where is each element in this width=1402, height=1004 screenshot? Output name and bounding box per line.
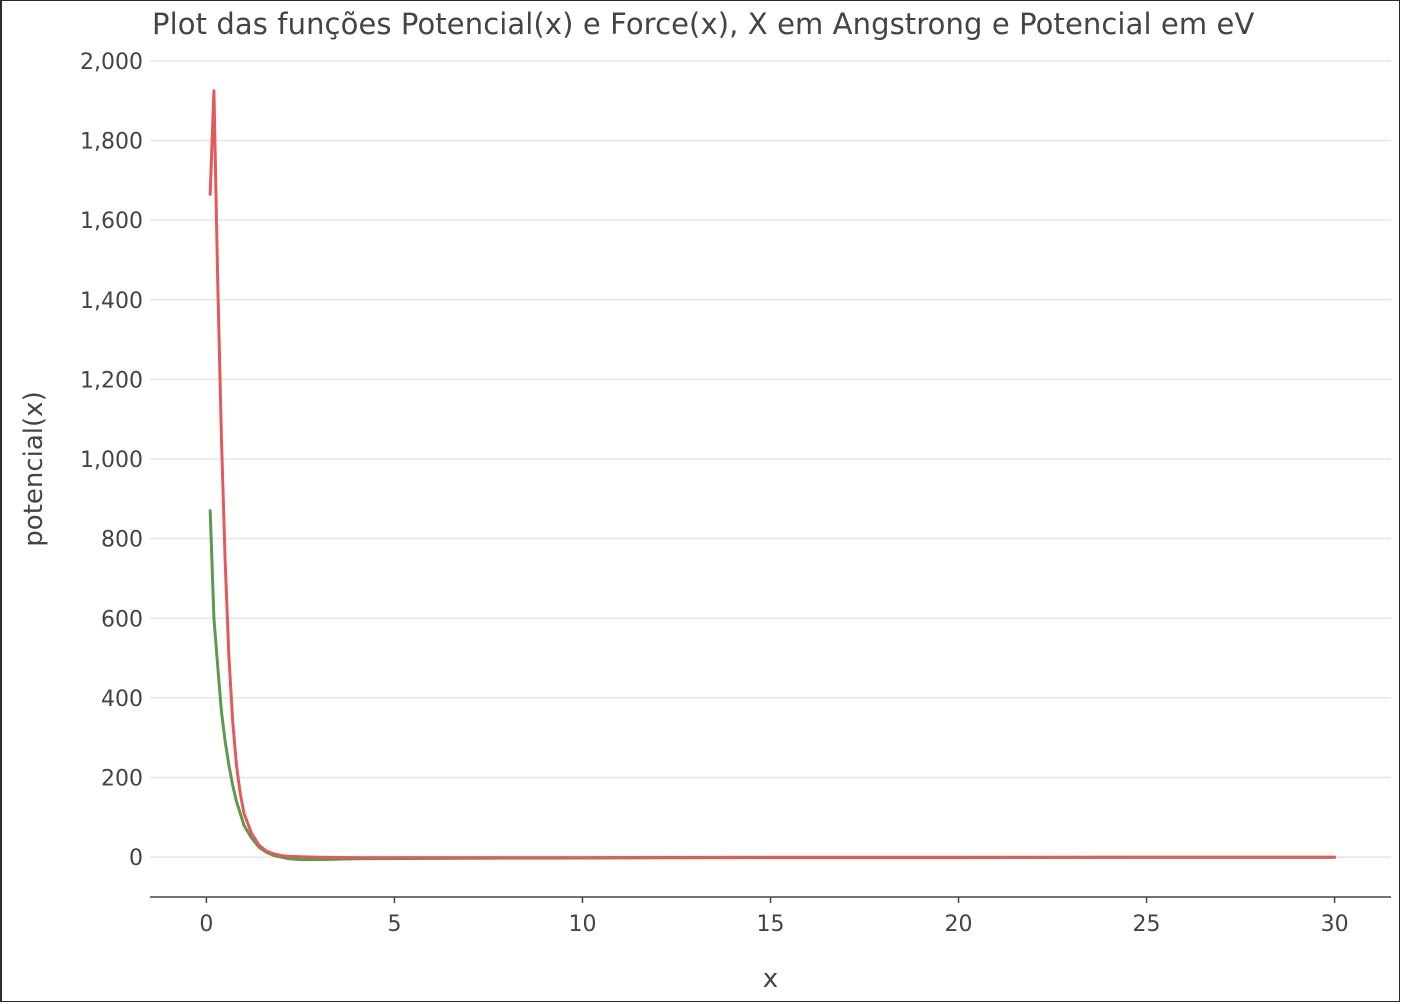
y-tick-label: 200 [101, 767, 143, 792]
y-tick-label: 400 [101, 687, 143, 712]
x-axis-title: x [763, 964, 778, 994]
y-tick-label: 0 [129, 846, 143, 871]
x-tick-label: 20 [945, 912, 973, 937]
x-tick-label: 15 [757, 912, 785, 937]
y-axis-title: potencial(x) [19, 391, 49, 546]
gridlines [150, 60, 1391, 858]
x-tick-label: 25 [1133, 912, 1161, 937]
x-tick-label: 30 [1321, 912, 1349, 937]
y-tick-label: 600 [101, 607, 143, 632]
y-tick-label: 1,400 [80, 289, 143, 314]
x-tick-label: 10 [568, 912, 596, 937]
series-line-2 [208, 89, 1337, 860]
y-tick-label: 1,200 [80, 368, 143, 393]
y-tick-label: 1,000 [80, 448, 143, 473]
y-tick-label: 1,800 [80, 130, 143, 155]
y-tick-label: 2,000 [80, 50, 143, 75]
y-tick-label: 800 [101, 528, 143, 553]
series-line-1 [208, 509, 1337, 862]
chart-title: Plot das funções Potencial(x) e Force(x)… [152, 7, 1255, 41]
series-layer [208, 89, 1337, 862]
x-tick-label: 5 [387, 912, 401, 937]
y-tick-label: 1,600 [80, 209, 143, 234]
x-tick-label: 0 [199, 912, 213, 937]
axes: 02004006008001,0001,2001,4001,6001,8002,… [80, 50, 1391, 937]
